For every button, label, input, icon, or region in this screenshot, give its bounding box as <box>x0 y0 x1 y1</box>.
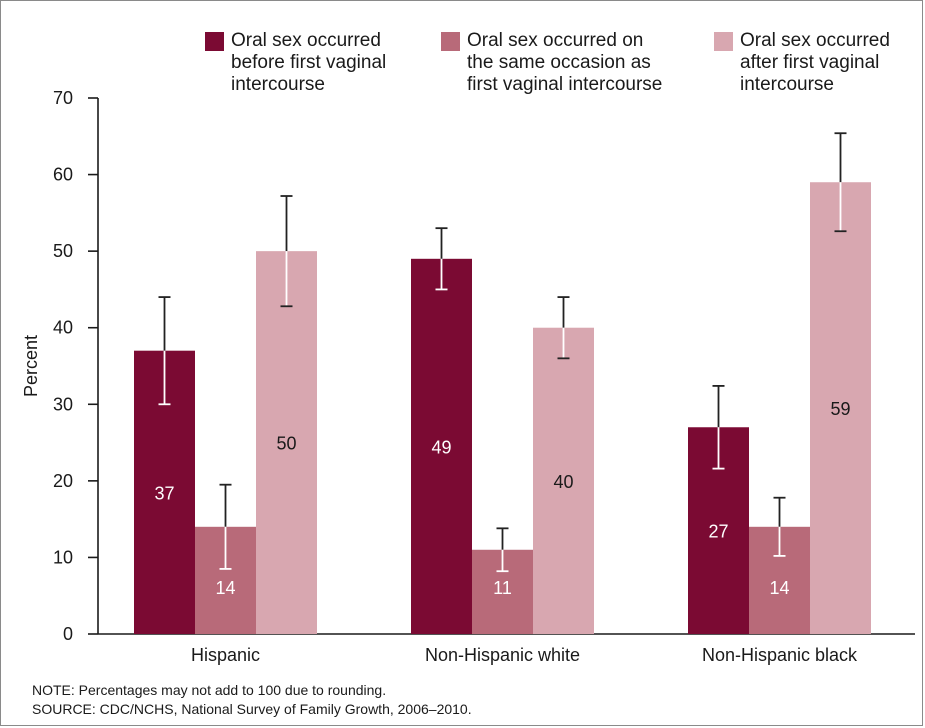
x-tick-label: Hispanic <box>191 645 260 665</box>
legend-item-after: Oral sex occurred after first vaginal in… <box>714 30 890 96</box>
legend-label-same: Oral sex occurred on the same occasion a… <box>467 30 663 95</box>
legend-label-before: Oral sex occurred before first vaginal i… <box>231 30 387 95</box>
y-tick-label: 10 <box>53 547 73 567</box>
legend-swatch-same <box>441 32 460 51</box>
legend-swatch-after <box>714 32 733 51</box>
bar-value-label: 14 <box>215 578 235 598</box>
bar <box>411 258 472 634</box>
bar <box>810 182 871 634</box>
x-tick-label: Non-Hispanic white <box>425 645 580 665</box>
y-tick-label: 50 <box>53 241 73 261</box>
bar <box>533 327 594 634</box>
bar-value-label: 37 <box>154 483 174 503</box>
y-axis-label: Percent <box>21 335 41 397</box>
source-text: SOURCE: CDC/NCHS, National Survey of Fam… <box>32 701 472 717</box>
y-tick-label: 60 <box>53 165 73 185</box>
bar-value-label: 14 <box>769 578 789 598</box>
bar-value-label: 27 <box>708 522 728 542</box>
y-tick-label: 20 <box>53 471 73 491</box>
footnotes: NOTE: Percentages may not add to 100 due… <box>32 681 472 719</box>
bar-value-label: 11 <box>493 578 512 598</box>
bar-chart: 0 10 20 30 40 50 60 70 Percent 37 14 50 Hispanic 49 11… <box>21 88 915 665</box>
legend-label-after: Oral sex occurred after first vaginal in… <box>740 30 890 95</box>
y-tick-label: 40 <box>53 318 73 338</box>
bar-value-label: 49 <box>431 437 451 457</box>
legend-swatch-before <box>205 32 224 51</box>
y-tick-label: 70 <box>53 88 73 108</box>
legend-item-before: Oral sex occurred before first vaginal i… <box>205 30 386 96</box>
y-tick-label: 0 <box>63 624 73 644</box>
x-tick-label: Non-Hispanic black <box>702 645 858 665</box>
note-text: NOTE: Percentages may not add to 100 due… <box>32 682 387 698</box>
bar-value-label: 40 <box>553 472 573 492</box>
bar-value-label: 50 <box>276 434 296 454</box>
y-tick-label: 30 <box>53 394 73 414</box>
bar-value-label: 59 <box>830 399 850 419</box>
bar <box>256 251 317 634</box>
legend-item-same: Oral sex occurred on the same occasion a… <box>441 30 662 96</box>
